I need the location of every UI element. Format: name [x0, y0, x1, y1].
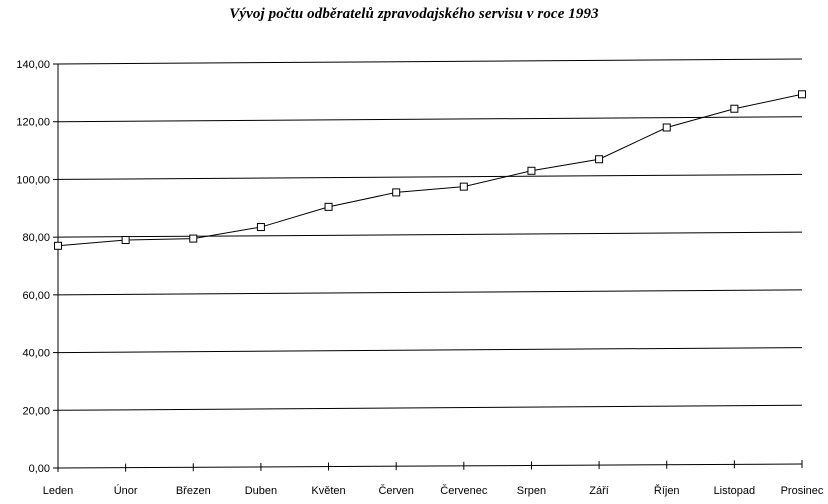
data-point-marker — [595, 155, 604, 164]
series-polyline — [57, 93, 803, 247]
data-point-marker — [798, 90, 806, 99]
chart-title: Vývoj počtu odběratelů zpravodajského se… — [229, 6, 599, 22]
x-tick-label: Srpen — [517, 485, 546, 497]
y-tick-label: 40,00 — [22, 348, 50, 360]
data-point-marker — [392, 188, 401, 197]
grid-line — [57, 173, 803, 180]
x-tick-label: Únor — [114, 484, 138, 497]
data-point-marker — [527, 166, 536, 175]
grid-line — [57, 347, 803, 354]
series-line — [57, 93, 803, 247]
grid-line — [57, 58, 803, 65]
data-point-marker — [662, 123, 671, 132]
x-tick-label: Květen — [311, 485, 345, 497]
y-tick-label: 100,00 — [16, 174, 50, 186]
data-point-marker — [189, 234, 198, 243]
y-tick-label: 80,00 — [22, 232, 50, 244]
x-tick-label: Březen — [176, 485, 211, 497]
x-tick-label: Červen — [378, 484, 413, 497]
x-tick-label: Říjen — [654, 484, 680, 497]
x-tick-label: Listopad — [714, 485, 756, 497]
y-tick-label: 140,00 — [16, 59, 50, 71]
data-point-marker — [730, 104, 739, 113]
grid-line — [57, 404, 803, 411]
data-point-marker — [121, 236, 130, 245]
x-axis-line — [57, 463, 803, 469]
series-markers — [54, 90, 806, 250]
data-point-marker — [459, 182, 468, 191]
x-tick-label: Leden — [43, 485, 74, 497]
data-point-marker — [54, 241, 62, 250]
grid-line — [57, 289, 803, 296]
x-tick-label: Prosinec — [781, 485, 824, 497]
data-point-marker — [256, 223, 265, 232]
x-tick-label: Září — [589, 485, 609, 497]
y-tick-label: 0,00 — [29, 463, 50, 475]
grid-lines — [57, 58, 803, 411]
y-tick-label: 120,00 — [16, 117, 50, 129]
grid-line — [57, 116, 803, 123]
y-tick-label: 20,00 — [22, 405, 50, 417]
x-tick-label: Červenec — [440, 484, 488, 497]
y-tick-label: 60,00 — [22, 290, 50, 302]
y-axis: 0,00 20,00 40,00 60,00 80,00 100,00 120,00 140,… — [16, 59, 59, 475]
x-tick-label: Duben — [245, 485, 277, 497]
grid-line — [57, 231, 803, 238]
data-point-marker — [324, 202, 333, 211]
x-axis: Leden Únor Březen Duben Květen Červen Červenec… — [43, 460, 824, 497]
